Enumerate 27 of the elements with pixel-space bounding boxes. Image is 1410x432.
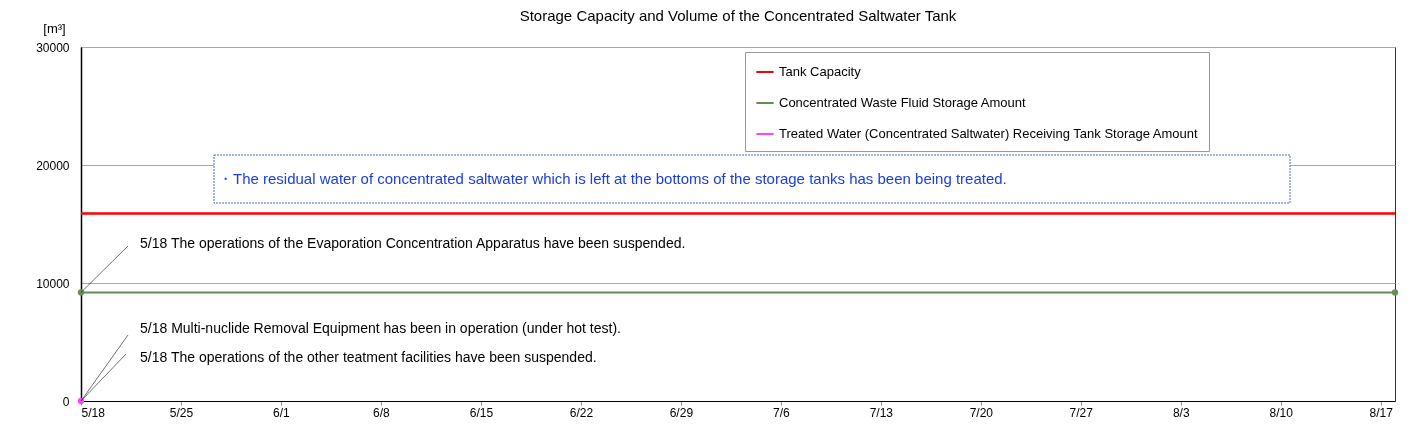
x-tick-label: 5/25 — [169, 405, 194, 420]
x-tick-label: 7/6 — [773, 405, 791, 420]
x-tick-label: 6/22 — [569, 405, 594, 420]
x-tick-label: 7/13 — [869, 405, 894, 420]
y-tick-label: 0 — [62, 394, 70, 409]
y-tick-label: 10000 — [36, 276, 70, 291]
y-axis-title: [m³] — [43, 20, 66, 36]
legend-label: Tank Capacity — [779, 64, 862, 79]
x-tick-label: 7/27 — [1069, 405, 1094, 420]
x-tick-label: 6/15 — [469, 405, 494, 420]
x-tick-label: 6/29 — [669, 405, 694, 420]
x-tick-label: 8/17 — [1369, 405, 1394, 420]
y-tick-label: 20000 — [36, 158, 70, 173]
y-tick-label: 30000 — [36, 40, 70, 55]
annotation: ・The residual water of concentrated saltwater which is left at the bottoms of the storage tanks has been being treated. — [218, 170, 1007, 187]
annotation: 5/18 Multi-nuclide Removal Equipment has been in operation (under hot test). — [140, 320, 621, 336]
annotation: 5/18 The operations of the other teatment facilities have been suspended. — [140, 349, 597, 365]
legend-label: Treated Water (Concentrated Saltwater) Receiving Tank Storage Amount — [779, 126, 1198, 141]
x-tick-label: 6/8 — [373, 405, 391, 420]
x-tick-label: 8/10 — [1269, 405, 1294, 420]
chart-title: Storage Capacity and Volume of the Concentrated Saltwater Tank — [519, 7, 957, 24]
annotation: 5/18 The operations of the Evaporation Concentration Apparatus have been suspended. — [140, 235, 686, 251]
x-tick-label: 6/1 — [273, 405, 291, 420]
x-tick-label: 7/20 — [969, 405, 994, 420]
legend-label: Concentrated Waste Fluid Storage Amount — [779, 95, 1027, 110]
x-tick-label: 5/18 — [81, 405, 106, 420]
x-tick-label: 8/3 — [1172, 405, 1190, 420]
